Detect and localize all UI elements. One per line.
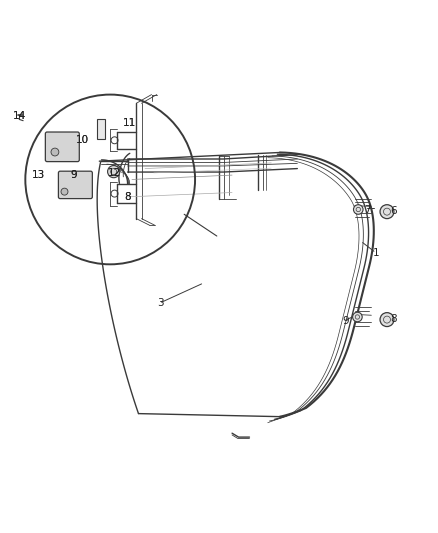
Circle shape	[353, 312, 362, 322]
Text: 11: 11	[123, 118, 136, 128]
Circle shape	[61, 188, 68, 195]
Text: 1: 1	[372, 248, 379, 259]
FancyBboxPatch shape	[58, 171, 92, 199]
Text: 7: 7	[364, 205, 370, 215]
Circle shape	[51, 148, 59, 156]
Bar	[97, 118, 105, 140]
Text: 13: 13	[32, 170, 45, 180]
FancyBboxPatch shape	[46, 132, 79, 161]
Text: 14: 14	[13, 111, 26, 122]
Text: 8: 8	[124, 192, 131, 202]
Text: 10: 10	[75, 135, 88, 146]
Text: 13: 13	[32, 170, 45, 180]
Text: 9: 9	[70, 170, 77, 180]
Text: 10: 10	[75, 135, 88, 146]
Text: 3: 3	[157, 298, 163, 309]
Circle shape	[380, 205, 394, 219]
Text: 12: 12	[108, 168, 121, 178]
Circle shape	[353, 205, 363, 214]
Text: 8: 8	[390, 314, 396, 324]
Text: 12: 12	[108, 168, 121, 178]
Circle shape	[108, 166, 120, 177]
Text: 14: 14	[13, 111, 26, 122]
Text: 11: 11	[123, 118, 136, 128]
Text: 9: 9	[342, 317, 349, 326]
Text: 6: 6	[390, 206, 396, 216]
Circle shape	[380, 313, 394, 327]
Text: 8: 8	[124, 192, 131, 202]
Text: 9: 9	[70, 170, 77, 180]
